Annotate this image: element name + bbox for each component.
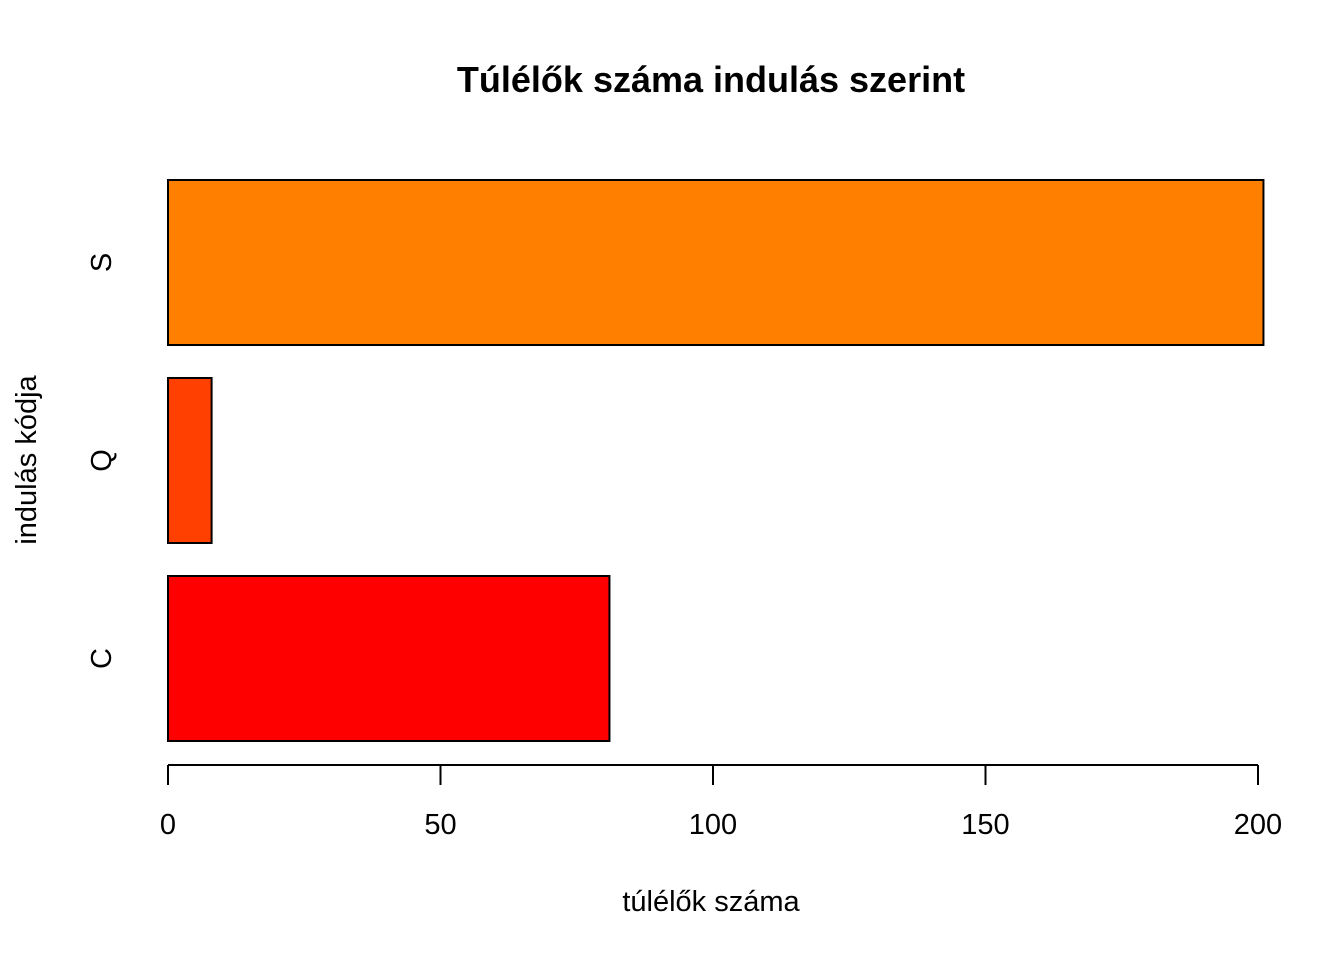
chart-title: Túlélők száma indulás szerint bbox=[457, 59, 965, 100]
x-tick-label-50: 50 bbox=[424, 809, 456, 841]
x-tick-label-0: 0 bbox=[160, 809, 176, 841]
bar-q bbox=[167, 377, 213, 544]
y-tick-label-s: S bbox=[86, 253, 118, 272]
x-tick-label-150: 150 bbox=[961, 809, 1009, 841]
y-axis-label: indulás kódja bbox=[11, 374, 43, 544]
bars-group bbox=[167, 179, 1265, 742]
bar-s bbox=[167, 179, 1265, 346]
x-axis-label: túlélők száma bbox=[622, 886, 800, 918]
y-tick-label-c: C bbox=[86, 648, 118, 669]
bar-c bbox=[167, 575, 611, 742]
x-tick-label-100: 100 bbox=[689, 809, 737, 841]
y-tick-label-q: Q bbox=[86, 449, 118, 472]
x-axis: 0 50 100 150 200 bbox=[160, 764, 1282, 841]
x-tick-label-200: 200 bbox=[1234, 809, 1282, 841]
y-tick-labels: C Q S bbox=[86, 253, 118, 669]
